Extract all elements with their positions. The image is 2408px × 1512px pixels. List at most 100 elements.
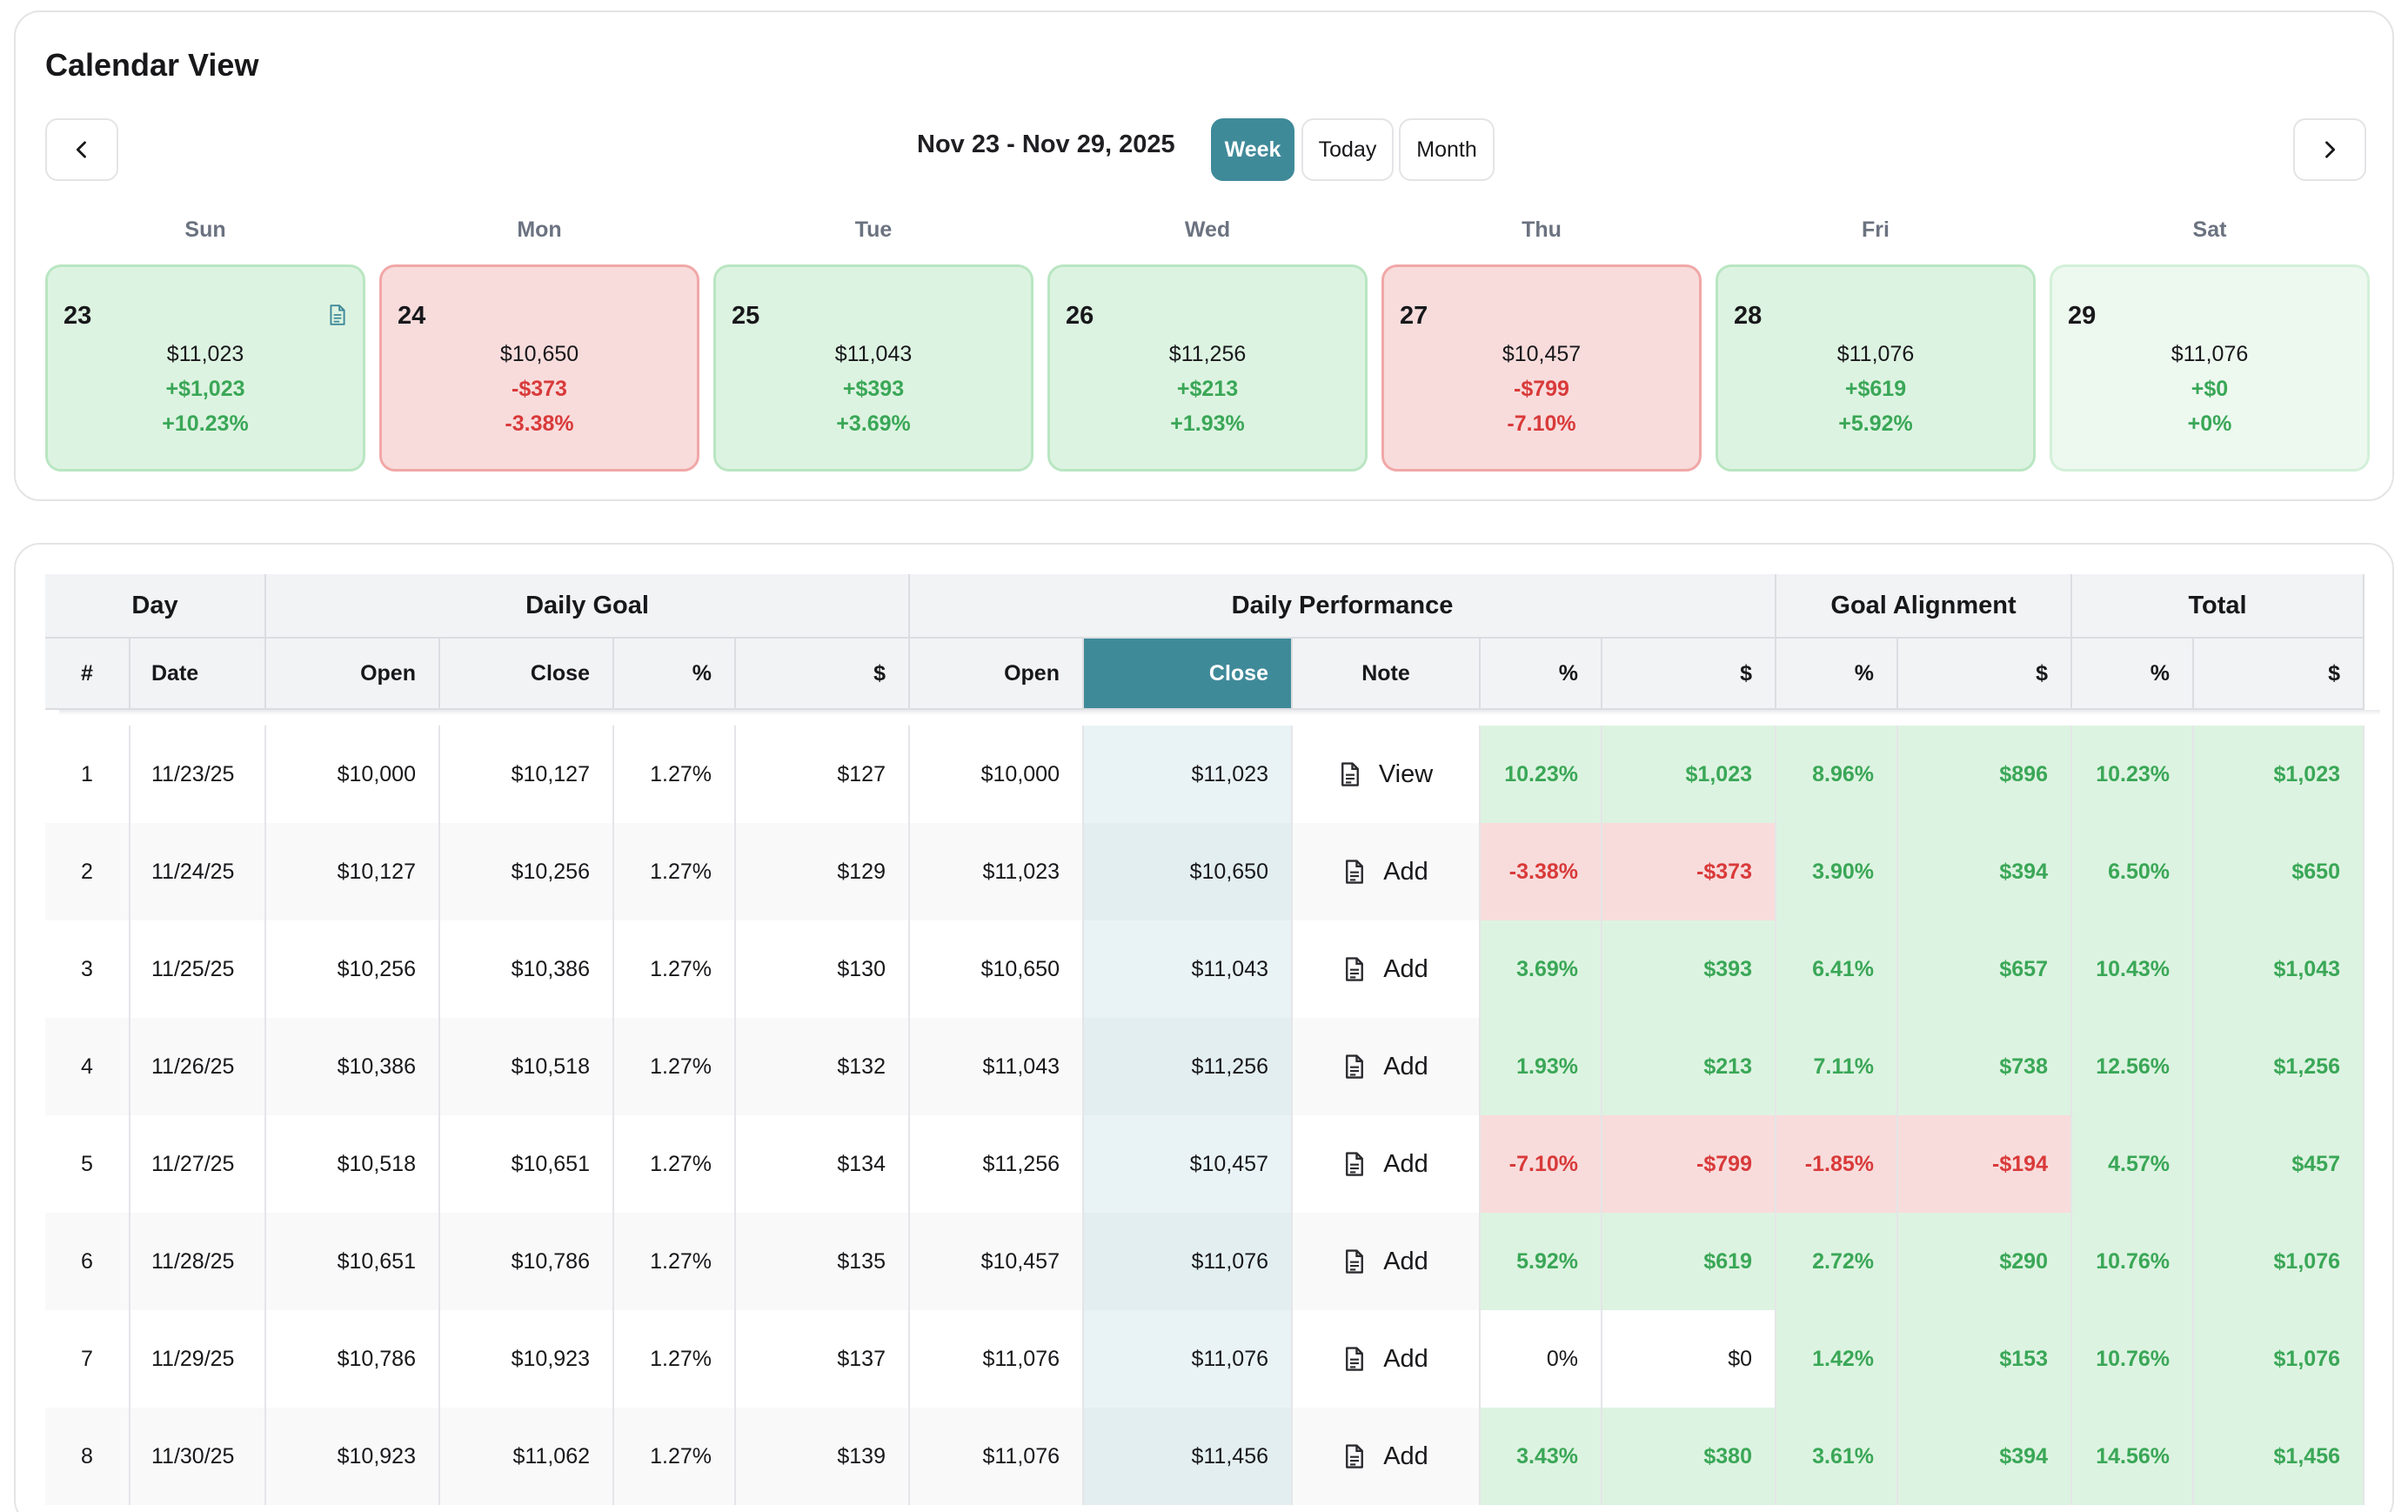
note-add-button[interactable]: Add bbox=[1293, 1310, 1481, 1408]
cell-goal-open: $10,256 bbox=[266, 920, 440, 1018]
column-header-note[interactable]: Note bbox=[1293, 639, 1481, 710]
day-change-percent: +0% bbox=[2187, 411, 2232, 436]
cell-perf-dollar: $380 bbox=[1602, 1408, 1776, 1505]
note-add-button[interactable]: Add bbox=[1293, 1115, 1481, 1213]
column-header-goal-open[interactable]: Open bbox=[266, 639, 440, 710]
column-header-perf-dollar[interactable]: $ bbox=[1602, 639, 1776, 710]
column-header-goal-percent[interactable]: % bbox=[614, 639, 736, 710]
note-view-button[interactable]: View bbox=[1293, 726, 1481, 823]
cell-align-dollar: $290 bbox=[1898, 1213, 2072, 1310]
date-range-label: Nov 23 - Nov 29, 2025 bbox=[917, 130, 1175, 158]
day-card[interactable]: 26 $11,256 +$213 +1.93% bbox=[1047, 264, 1368, 472]
column-header-row-number[interactable]: # bbox=[45, 639, 130, 710]
column-header-total-dollar[interactable]: $ bbox=[2194, 639, 2365, 710]
group-header-goal-alignment: Goal Alignment bbox=[1776, 574, 2072, 639]
day-change-percent: +1.93% bbox=[1170, 411, 1245, 436]
day-number: 26 bbox=[1066, 302, 1094, 330]
cell-goal-open: $10,386 bbox=[266, 1018, 440, 1115]
cell-perf-open: $10,650 bbox=[910, 920, 1084, 1018]
day-change-value: -$373 bbox=[512, 377, 567, 401]
cell-goal-dollar: $130 bbox=[736, 920, 910, 1018]
cell-align-percent: 8.96% bbox=[1776, 726, 1898, 823]
weekday-label: Fri bbox=[1862, 217, 1890, 242]
today-button[interactable]: Today bbox=[1301, 118, 1394, 181]
note-add-button[interactable]: Add bbox=[1293, 1213, 1481, 1310]
cell-perf-close: $11,076 bbox=[1084, 1213, 1293, 1310]
day-card[interactable]: 28 $11,076 +$619 +5.92% bbox=[1716, 264, 2036, 472]
cell-goal-open: $10,127 bbox=[266, 823, 440, 920]
document-icon bbox=[1346, 860, 1364, 884]
note-add-button[interactable]: Add bbox=[1293, 1408, 1481, 1505]
column-header-perf-percent[interactable]: % bbox=[1481, 639, 1602, 710]
cell-goal-percent: 1.27% bbox=[614, 1408, 736, 1505]
cell-goal-close: $10,651 bbox=[440, 1115, 614, 1213]
note-add-button[interactable]: Add bbox=[1293, 823, 1481, 920]
cell-goal-close: $10,518 bbox=[440, 1018, 614, 1115]
cell-total-percent: 6.50% bbox=[2072, 823, 2194, 920]
day-change-percent: -7.10% bbox=[1507, 411, 1576, 436]
note-icon[interactable] bbox=[328, 304, 347, 326]
cell-goal-close: $10,127 bbox=[440, 726, 614, 823]
day-card[interactable]: 25 $11,043 +$393 +3.69% bbox=[713, 264, 1033, 472]
day-change-percent: -3.38% bbox=[505, 411, 574, 436]
cell-row-number: 6 bbox=[45, 1213, 130, 1310]
cell-goal-dollar: $134 bbox=[736, 1115, 910, 1213]
day-card[interactable]: 27 $10,457 -$799 -7.10% bbox=[1381, 264, 1702, 472]
cell-align-dollar: $738 bbox=[1898, 1018, 2072, 1115]
day-card[interactable]: 29 $11,076 +$0 +0% bbox=[2050, 264, 2370, 472]
header-shadow bbox=[59, 710, 2380, 715]
day-number: 28 bbox=[1734, 302, 1763, 330]
cell-total-percent: 10.43% bbox=[2072, 920, 2194, 1018]
column-header-perf-close[interactable]: Close bbox=[1084, 639, 1293, 710]
cell-perf-close: $11,023 bbox=[1084, 726, 1293, 823]
cell-row-number: 7 bbox=[45, 1310, 130, 1408]
cell-align-percent: 6.41% bbox=[1776, 920, 1898, 1018]
cell-perf-close: $11,456 bbox=[1084, 1408, 1293, 1505]
note-label: Add bbox=[1383, 1344, 1428, 1373]
cell-goal-open: $10,518 bbox=[266, 1115, 440, 1213]
document-icon bbox=[1341, 762, 1359, 786]
weekday-label: Sat bbox=[2192, 217, 2227, 242]
cell-goal-percent: 1.27% bbox=[614, 823, 736, 920]
weekday-label: Wed bbox=[1184, 217, 1231, 242]
note-label: View bbox=[1378, 759, 1434, 788]
cell-row-number: 2 bbox=[45, 823, 130, 920]
day-number: 23 bbox=[64, 302, 92, 330]
month-view-button[interactable]: Month bbox=[1399, 118, 1495, 181]
prev-week-button[interactable] bbox=[45, 118, 118, 181]
cell-perf-open: $10,457 bbox=[910, 1213, 1084, 1310]
day-change-percent: +10.23% bbox=[162, 411, 249, 436]
cell-goal-dollar: $137 bbox=[736, 1310, 910, 1408]
cell-date: 11/27/25 bbox=[130, 1115, 266, 1213]
note-add-button[interactable]: Add bbox=[1293, 1018, 1481, 1115]
week-view-button[interactable]: Week bbox=[1211, 118, 1294, 181]
next-week-button[interactable] bbox=[2293, 118, 2366, 181]
column-header-goal-dollar[interactable]: $ bbox=[736, 639, 910, 710]
column-header-total-percent[interactable]: % bbox=[2072, 639, 2194, 710]
cell-total-dollar: $1,043 bbox=[2194, 920, 2365, 1018]
document-icon bbox=[1346, 1054, 1364, 1079]
cell-align-percent: 3.90% bbox=[1776, 823, 1898, 920]
cell-goal-dollar: $135 bbox=[736, 1213, 910, 1310]
column-header-goal-close[interactable]: Close bbox=[440, 639, 614, 710]
cell-align-dollar: $394 bbox=[1898, 1408, 2072, 1505]
cell-goal-dollar: $129 bbox=[736, 823, 910, 920]
cell-goal-open: $10,923 bbox=[266, 1408, 440, 1505]
cell-total-percent: 14.56% bbox=[2072, 1408, 2194, 1505]
column-header-date[interactable]: Date bbox=[130, 639, 266, 710]
column-header-perf-open[interactable]: Open bbox=[910, 639, 1084, 710]
weekday-label: Thu bbox=[1522, 217, 1562, 242]
note-label: Add bbox=[1383, 1052, 1428, 1080]
day-card[interactable]: 24 $10,650 -$373 -3.38% bbox=[379, 264, 699, 472]
column-header-align-dollar[interactable]: $ bbox=[1898, 639, 2072, 710]
cell-row-number: 1 bbox=[45, 726, 130, 823]
cell-total-dollar: $1,076 bbox=[2194, 1310, 2365, 1408]
cell-align-percent: 2.72% bbox=[1776, 1213, 1898, 1310]
cell-goal-close: $10,386 bbox=[440, 920, 614, 1018]
cell-date: 11/30/25 bbox=[130, 1408, 266, 1505]
cell-perf-percent: 1.93% bbox=[1481, 1018, 1602, 1115]
day-card[interactable]: 23 $11,023 +$1,023 +10.23% bbox=[45, 264, 365, 472]
day-close-value: $11,023 bbox=[166, 342, 244, 366]
column-header-align-percent[interactable]: % bbox=[1776, 639, 1898, 710]
note-add-button[interactable]: Add bbox=[1293, 920, 1481, 1018]
